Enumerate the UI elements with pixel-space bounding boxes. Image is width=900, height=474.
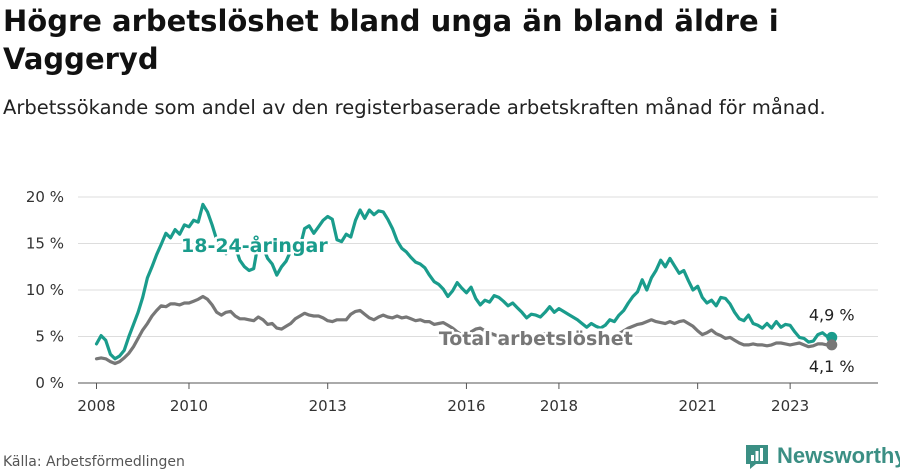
series-label-1: Total arbetslöshet xyxy=(439,328,633,350)
x-tick-label-1: 2010 xyxy=(170,397,208,415)
y-tick-label-3: 15 % xyxy=(26,235,64,253)
series-end-point-1 xyxy=(826,339,838,351)
x-tick-label-0: 2008 xyxy=(77,397,115,415)
x-tick-label-2: 2013 xyxy=(309,397,347,415)
series-label-0: 18-24-åringar xyxy=(181,233,328,257)
x-tick-label-6: 2023 xyxy=(771,397,809,415)
chart-title: Högre arbetslöshet bland unga än bland ä… xyxy=(3,4,779,76)
x-tick-label-4: 2018 xyxy=(540,397,578,415)
series-line-0 xyxy=(94,202,834,361)
y-tick-label-2: 10 % xyxy=(26,281,64,299)
series-end-label-1: 4,1 % xyxy=(809,357,855,376)
y-tick-label-0: 0 % xyxy=(35,374,64,392)
line-chart: 0 % 5 % 10 % 15 % 20 % 2008 2010 2013 2016 2018 20… xyxy=(26,188,878,415)
y-tick-label-1: 5 % xyxy=(35,328,64,346)
brand-name: Newsworthy xyxy=(777,443,900,468)
source-note: Källa: Arbetsförmedlingen xyxy=(3,454,185,470)
x-tick-label-5: 2021 xyxy=(679,397,717,415)
x-tick-label-3: 2016 xyxy=(447,397,485,415)
y-tick-label-4: 20 % xyxy=(26,188,64,206)
series-line-1 xyxy=(94,294,834,366)
newsworthy-logo-icon xyxy=(746,445,768,469)
chart-subtitle: Arbetssökande som andel av den registerb… xyxy=(3,96,826,119)
series-end-label-0: 4,9 % xyxy=(809,305,855,324)
brand[interactable]: Newsworthy xyxy=(745,441,900,471)
